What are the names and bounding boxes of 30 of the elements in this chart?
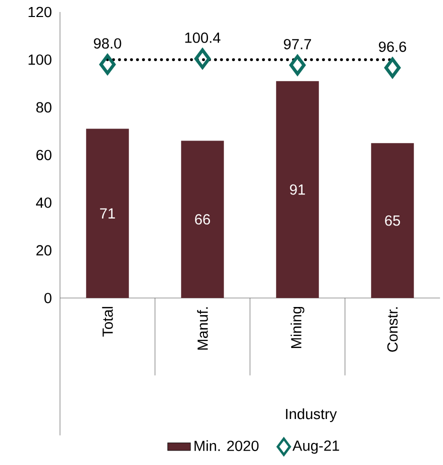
data-label: 98.0 — [94, 38, 122, 49]
data-label: 65 — [385, 215, 400, 226]
y-tick-label: 0 — [44, 292, 52, 304]
y-tick-label: 20 — [36, 245, 52, 256]
point — [99, 54, 116, 75]
x-tick-label: Mining — [290, 306, 304, 348]
y-tick-label: 100 — [28, 54, 52, 65]
data-label: 100.4 — [185, 32, 220, 43]
data-label: 91 — [290, 184, 305, 195]
bar — [181, 140, 224, 298]
point — [384, 57, 401, 78]
y-tick-label: 80 — [36, 102, 52, 113]
x-axis-title: Industry — [286, 408, 337, 422]
x-tick-label: Constr. — [387, 307, 398, 352]
data-label: 66 — [195, 214, 210, 225]
bar — [86, 128, 129, 298]
bar — [276, 81, 319, 298]
legend-label: Aug-21 — [292, 440, 340, 454]
legend-label: Min. 2020 — [194, 440, 259, 452]
data-label: 96.6 — [378, 42, 406, 52]
data-label: 97.7 — [284, 38, 312, 50]
bar — [371, 143, 414, 298]
x-tick-label: Manuf. — [197, 307, 208, 350]
point — [194, 48, 211, 70]
y-tick-label: 40 — [36, 197, 52, 208]
y-tick-label: 120 — [28, 6, 52, 18]
data-label: 71 — [100, 208, 115, 218]
x-tick-label: Total — [102, 306, 113, 337]
y-tick-label: 60 — [36, 150, 52, 160]
point — [289, 54, 306, 76]
